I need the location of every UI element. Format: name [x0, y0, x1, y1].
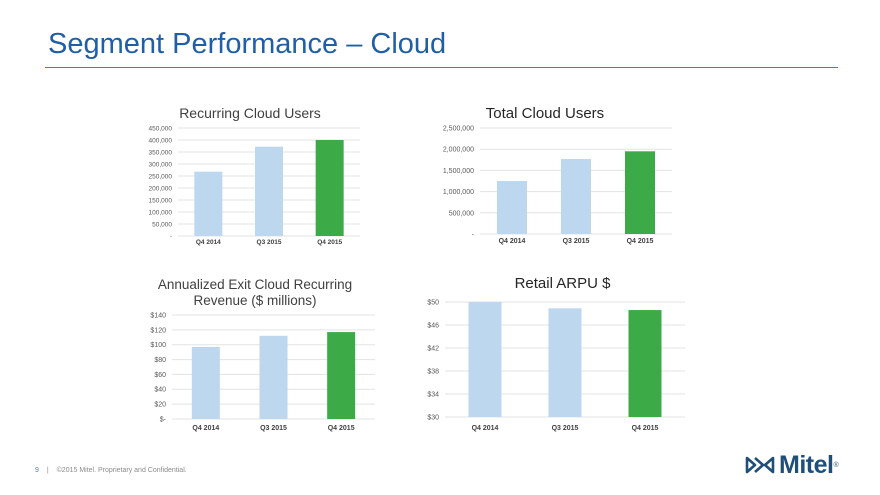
chart-svg: - 50,000 100,000 150,000 200,000 250,000 300,0…	[149, 125, 360, 246]
x-category-label: Q4 2014	[472, 425, 499, 432]
y-tick-label: 450,000	[149, 125, 173, 132]
total-cloud-users-chart: Total Cloud Users - 500,000 1,000,000 1,500…	[410, 103, 680, 253]
bar-q4-2014	[468, 302, 502, 417]
registered-mark: ®	[833, 461, 839, 469]
y-tick-label: $80	[154, 357, 166, 364]
y-tick-label: 100,000	[149, 209, 173, 216]
y-tick-label: -	[170, 233, 172, 240]
bar-q4-2015	[327, 332, 356, 419]
y-tick-label: 1,500,000	[443, 168, 474, 175]
y-tick-label: 400,000	[149, 137, 173, 144]
bar-q3-2015	[255, 146, 283, 236]
page-title: Segment Performance – Cloud	[48, 28, 447, 60]
page-number: 9	[35, 467, 39, 474]
bar-q4-2015	[315, 140, 344, 236]
bar-q4-2014	[191, 346, 220, 419]
recurring-cloud-users-chart: Recurring Cloud Users - 50,000 100,000 150,…	[130, 103, 370, 253]
bar-q4-2014	[194, 171, 223, 236]
y-tick-label: 200,000	[149, 185, 173, 192]
y-tick-label: $20	[154, 402, 166, 409]
chart-svg: $30 $34 $38 $42 $46 $50 Q4 2014 Q3 2015 Q4 2015	[427, 299, 685, 432]
x-category-label: Q3 2015	[257, 239, 282, 246]
y-tick-label: $60	[154, 372, 166, 379]
x-category-label: Q3 2015	[260, 425, 287, 432]
chart-title-line-1: Annualized Exit Cloud Recurring	[157, 277, 353, 292]
y-tick-label: $38	[427, 368, 439, 375]
y-tick-label: 2,000,000	[443, 147, 474, 154]
bar-q4-2015	[625, 151, 655, 234]
y-tick-label: $100	[150, 342, 166, 349]
y-tick-label: $30	[427, 414, 439, 421]
x-category-label: Q4 2015	[632, 425, 659, 432]
y-tick-label: 500,000	[449, 210, 474, 217]
y-tick-label: $50	[427, 299, 439, 306]
y-tick-label: $34	[427, 391, 439, 398]
bar-q3-2015	[561, 158, 591, 234]
bar-q4-2014	[497, 181, 527, 234]
annualized-revenue-chart: Annualized Exit Cloud Recurring Revenue …	[130, 275, 380, 440]
copyright-text: ©2015 Mitel. Proprietary and Confidentia…	[56, 467, 187, 474]
x-category-label: Q3 2015	[563, 238, 590, 245]
mitel-logo-text: Mitel	[779, 450, 834, 479]
bar-q3-2015	[259, 335, 288, 419]
footer: 9 | ©2015 Mitel. Proprietary and Confide…	[35, 467, 187, 474]
y-tick-label: $120	[150, 327, 166, 334]
y-tick-label: $46	[427, 322, 439, 329]
x-category-label: Q4 2015	[627, 238, 654, 245]
chart-title: Annualized Exit Cloud Recurring Revenue …	[130, 277, 380, 309]
y-tick-label: 1,000,000	[443, 189, 474, 196]
x-category-label: Q4 2014	[499, 238, 526, 245]
y-tick-label: 250,000	[149, 173, 173, 180]
chart-title: Retail ARPU $	[514, 275, 611, 292]
title-divider	[45, 67, 838, 68]
y-tick-label: 150,000	[149, 197, 173, 204]
mitel-logo-icon	[745, 456, 775, 474]
x-category-label: Q4 2015	[317, 239, 342, 246]
bar-q4-2015	[628, 310, 662, 417]
y-tick-label: 350,000	[149, 149, 173, 156]
x-category-label: Q3 2015	[552, 425, 579, 432]
y-tick-label: 2,500,000	[443, 125, 474, 132]
y-tick-label: 50,000	[152, 221, 172, 228]
chart-title-line-2: Revenue ($ millions)	[193, 293, 317, 308]
x-category-label: Q4 2015	[328, 425, 355, 432]
retail-arpu-chart: Retail ARPU $ $30 $34 $38 $42 $46 $50 Q4 2014 Q…	[410, 275, 695, 440]
chart-title: Recurring Cloud Users	[179, 105, 321, 121]
y-tick-label: 300,000	[149, 161, 173, 168]
y-tick-label: $-	[160, 416, 167, 423]
chart-svg: - 500,000 1,000,000 1,500,000 2,000,000 2,500…	[443, 125, 672, 245]
chart-title: Total Cloud Users	[485, 105, 605, 122]
y-tick-label: $42	[427, 345, 439, 352]
chart-svg: $- $20 $40 $60 $80 $100 $120 $140 Q4 2014 Q3 2015…	[150, 312, 375, 432]
y-tick-label: -	[472, 231, 475, 238]
x-category-label: Q4 2014	[192, 425, 219, 432]
y-tick-label: $140	[150, 312, 166, 319]
x-category-label: Q4 2014	[196, 239, 221, 246]
bar-q3-2015	[548, 308, 582, 417]
mitel-logo: Mitel ®	[745, 450, 839, 480]
footer-separator: |	[46, 467, 49, 474]
y-tick-label: $40	[154, 387, 166, 394]
